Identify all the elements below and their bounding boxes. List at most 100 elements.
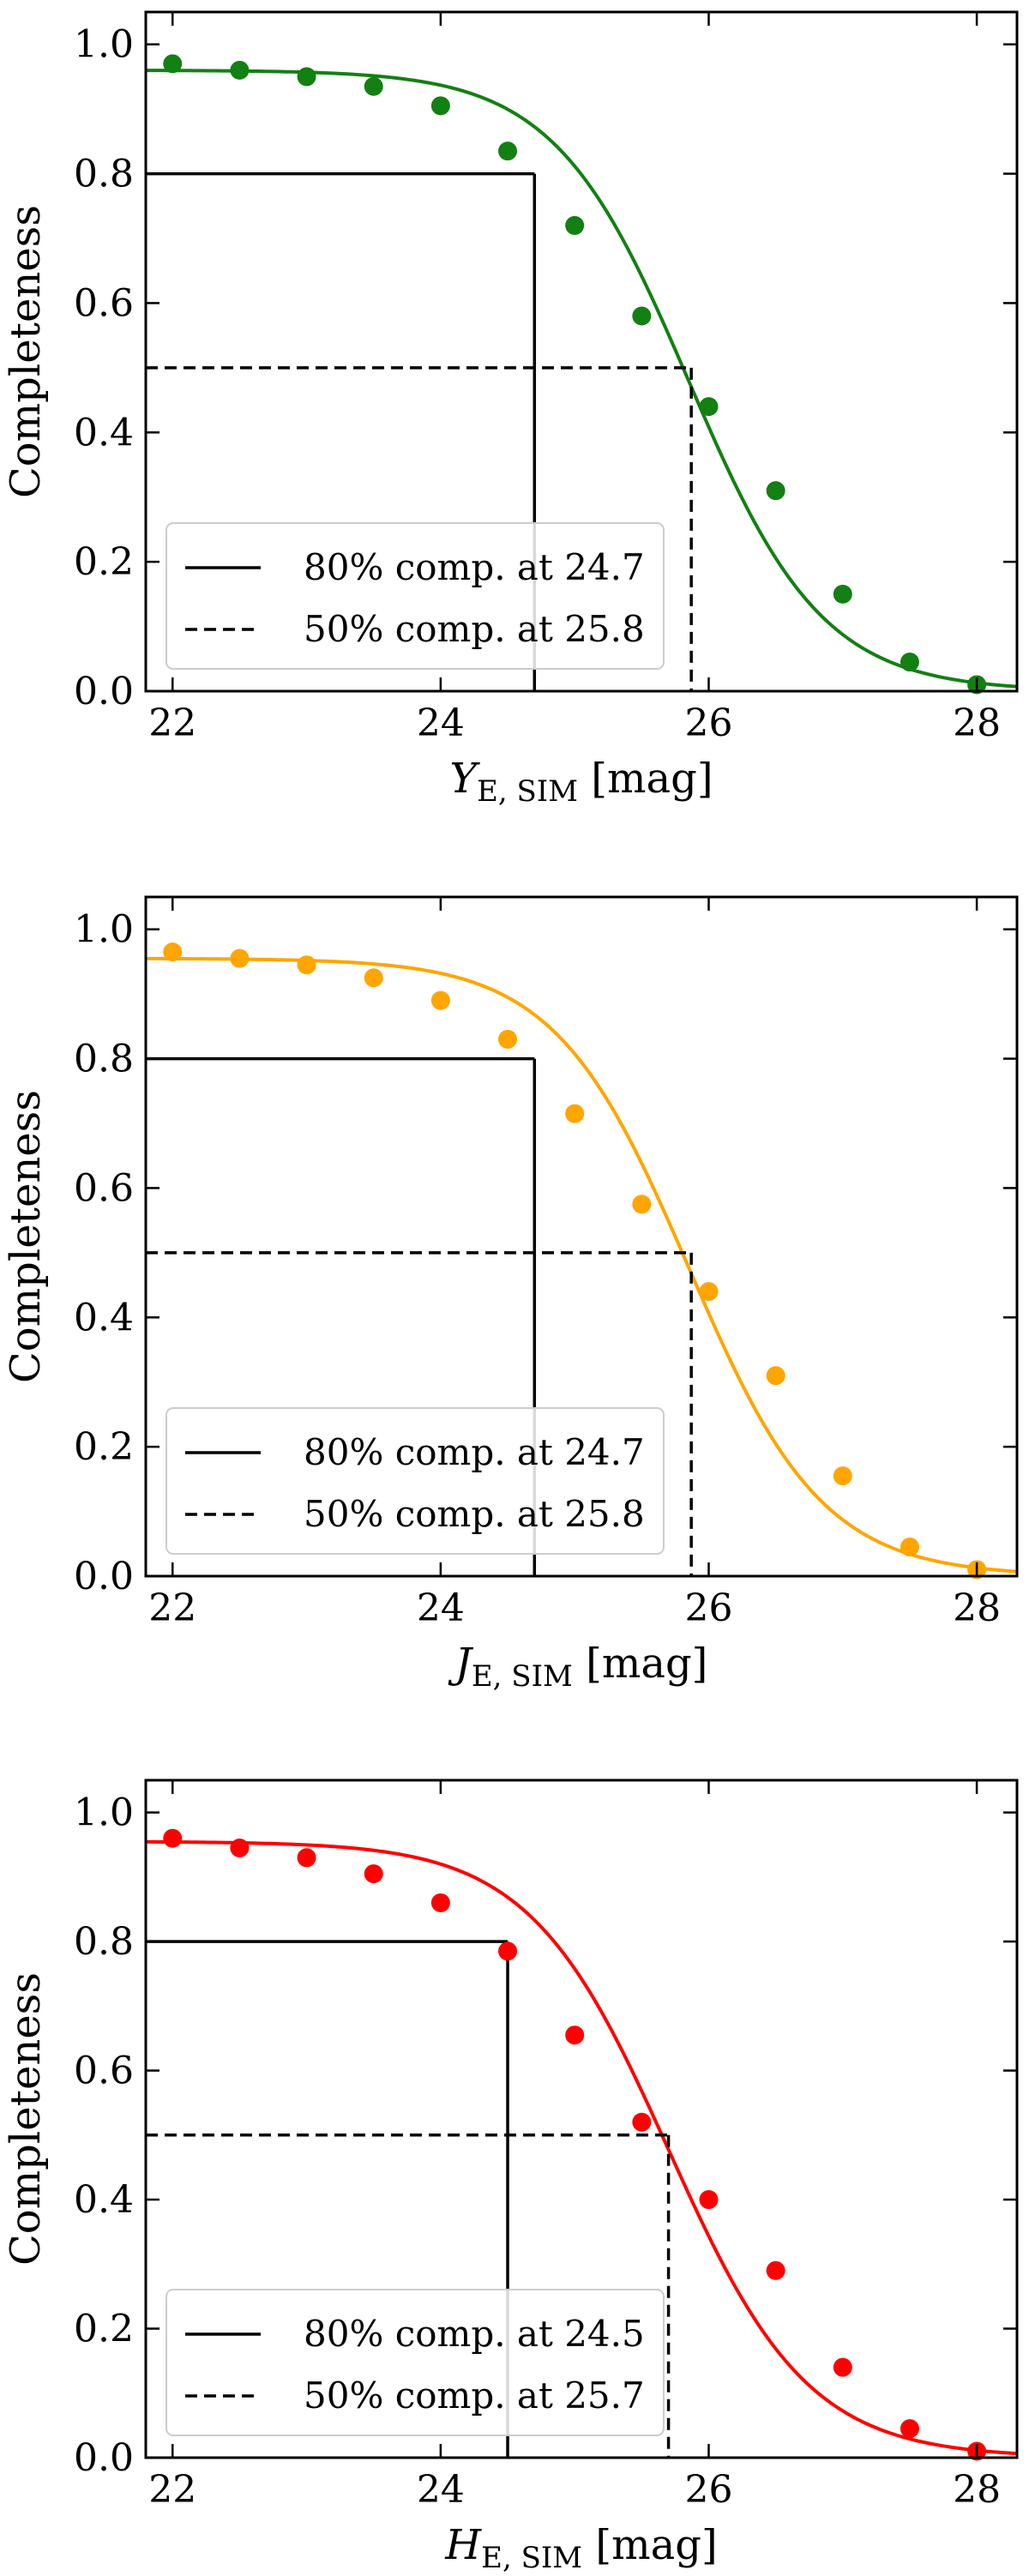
data-point [565,215,585,235]
y-tick-label: 0.2 [74,1425,134,1469]
data-point [364,76,383,96]
data-point [498,1941,518,1961]
legend-entry-80: 80% comp. at 24.7 [304,1431,645,1473]
data-point [498,141,518,161]
legend-entry-50: 50% comp. at 25.8 [304,608,645,650]
y-tick-label: 0.0 [74,670,134,713]
data-point [297,67,316,87]
legend: 80% comp. at 24.7 50% comp. at 25.8 [165,522,665,670]
fit-curve [145,1839,1018,2456]
legend-box [165,2289,665,2436]
x-axis-subscript: E, SIM [477,774,578,809]
y-tick-label: 0.0 [74,1555,134,1598]
y-tick-label: 0.8 [74,1920,134,1964]
data-point [364,1864,383,1884]
x-tick-label: 22 [148,701,196,745]
x-axis-unit: [mag] [578,755,713,803]
data-point [699,2190,719,2210]
data-point [766,481,785,501]
axes-frame [144,10,1019,693]
data-point [900,1538,919,1557]
y-tick-label: 0.2 [74,540,134,584]
y-tick-label: 0.0 [74,2436,134,2480]
data-point [833,2357,852,2377]
fit-curve [145,956,1018,1574]
x-axis-label: YE, SIM [mag] [449,755,713,809]
axes-frame [144,1779,1019,2459]
x-tick-label: 24 [417,2468,465,2512]
x-tick-label: 26 [684,701,732,745]
data-point [364,968,383,988]
data-point [900,653,919,672]
data-point [565,1104,585,1123]
y-tick-label: 0.8 [74,1038,134,1081]
y-tick-label: 1.0 [74,1791,134,1835]
x-axis-symbol: Y [449,755,480,803]
x-tick-label: 28 [953,2468,1001,2512]
legend-entry-50: 50% comp. at 25.8 [304,1493,645,1535]
panel-y-band: 22 24 26 28 0.0 0.2 0.4 0.6 0.8 1.0 Completeness YE… [2,10,1019,809]
x-axis-subscript: E, SIM [472,1659,573,1694]
x-tick-label: 22 [148,1586,196,1630]
x-axis-subscript: E, SIM [481,2541,582,2575]
y-tick-label: 1.0 [74,908,134,952]
y-tick-label: 0.4 [74,411,134,454]
data-point [163,1828,183,1848]
y-axis-label: Completeness [2,1972,50,2266]
x-axis-label: HE, SIM [mag] [444,2521,717,2575]
y-tick-label: 0.2 [74,2308,134,2351]
y-tick-label: 1.0 [74,23,134,67]
legend-entry-80: 80% comp. at 24.5 [304,2313,645,2355]
data-point [833,584,852,604]
data-point [632,2112,652,2132]
x-tick-label: 26 [684,1586,732,1630]
legend-entry-50: 50% comp. at 25.7 [304,2374,645,2417]
data-point [163,54,183,74]
x-tick-label: 24 [417,701,465,745]
x-axis-label: JE, SIM [mag] [448,1640,708,1694]
legend: 80% comp. at 24.7 50% comp. at 25.8 [165,1407,665,1555]
x-tick-label: 22 [148,2468,196,2512]
legend: 80% comp. at 24.5 50% comp. at 25.7 [165,2289,665,2436]
data-point [430,1893,450,1912]
data-point [632,1195,652,1214]
y-tick-label: 0.6 [74,1166,134,1210]
data-point [230,1839,250,1857]
y-axis-label: Completeness [2,1090,50,1383]
data-point [833,1466,852,1486]
x-tick-label: 28 [953,701,1001,745]
data-point [565,2025,585,2045]
axes-frame [144,895,1019,1578]
data-point [699,1282,719,1302]
y-tick-label: 0.6 [74,281,134,325]
y-tick-label: 0.6 [74,2049,134,2093]
data-point [699,397,719,417]
data-point [297,955,316,975]
data-point [230,948,250,968]
legend-box [165,522,665,670]
data-point [900,2419,919,2439]
x-tick-label: 26 [684,2468,732,2512]
y-tick-label: 0.8 [74,153,134,196]
y-tick-label: 0.4 [74,1296,134,1339]
x-axis-unit: [mag] [573,1640,708,1688]
data-point [430,96,450,116]
panel-h-band: 22 24 26 28 0.0 0.2 0.4 0.6 0.8 1.0 Completeness HE… [2,1779,1019,2575]
panel-j-band: 22 24 26 28 0.0 0.2 0.4 0.6 0.8 1.0 Completeness JE… [2,895,1019,1694]
legend-entry-80: 80% comp. at 24.7 [304,546,645,588]
data-point [163,942,183,962]
data-point [766,1366,785,1386]
data-point [230,60,250,80]
x-tick-label: 28 [953,1586,1001,1630]
data-point [632,306,652,326]
data-point [430,990,450,1010]
x-axis-symbol: J [448,1640,474,1688]
data-point [766,2260,785,2280]
y-axis-label: Completeness [2,205,50,498]
fit-curve [145,69,1018,689]
data-point [498,1029,518,1049]
y-tick-label: 0.4 [74,2178,134,2222]
x-axis-symbol: H [444,2521,482,2569]
x-axis-unit: [mag] [582,2521,718,2569]
